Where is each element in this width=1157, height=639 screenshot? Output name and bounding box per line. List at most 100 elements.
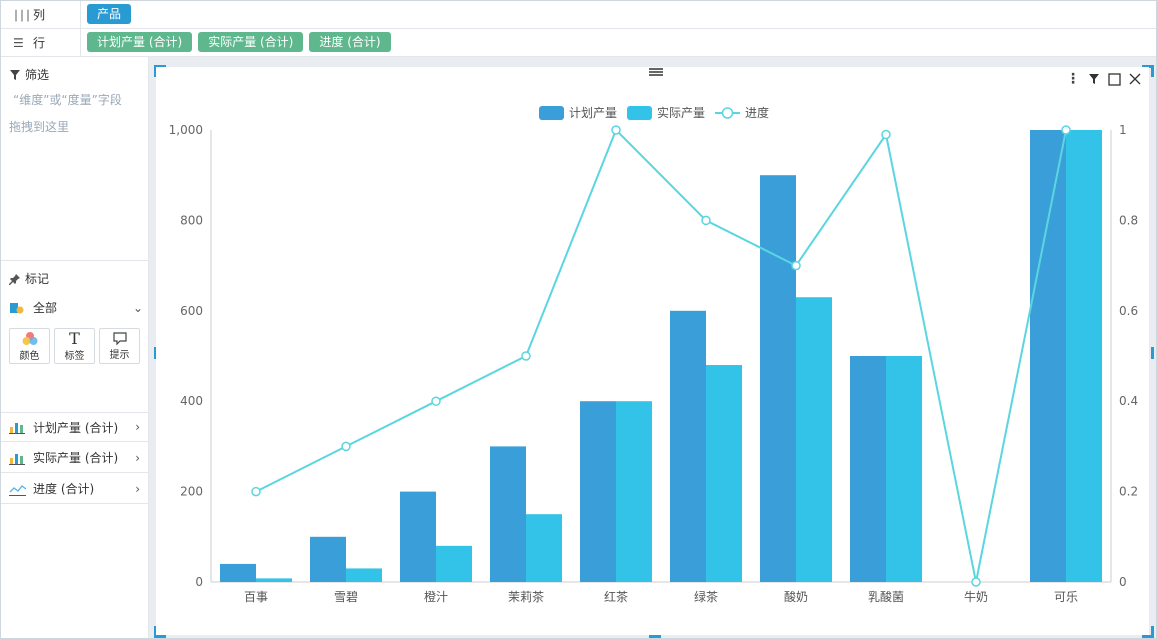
rows-shelf: ☰ 行 计划产量 (合计) 实际产量 (合计) 进度 (合计) <box>1 29 1156 57</box>
combo-chart: 0 200 400 600 800 1,000 0 0.2 0.4 0.6 0.8 1 百事 雪碧 橙汁 茉莉… <box>169 105 1138 604</box>
y-right-tick-label: 0 <box>1119 575 1127 589</box>
y-right-tick-label: 0.2 <box>1119 485 1138 499</box>
x-tick-label: 红茶 <box>604 589 628 604</box>
bar-planned <box>760 175 796 582</box>
filter-title: 筛选 <box>9 66 49 83</box>
x-tick-label: 牛奶 <box>964 589 988 604</box>
progress-point <box>881 129 891 140</box>
panel-divider <box>1 260 148 261</box>
close-icon[interactable] <box>1129 73 1141 85</box>
pill-planned-output[interactable]: 计划产量 (合计) <box>87 32 193 52</box>
marks-title-text: 标记 <box>25 272 50 286</box>
legend-label-progress: 进度 <box>745 105 769 120</box>
progress-point <box>611 125 621 135</box>
mark-field-actual[interactable]: 实际产量 (合计) › <box>1 443 148 473</box>
filter-icon <box>10 69 20 80</box>
bar-actual <box>1066 130 1102 582</box>
legend-label-planned: 计划产量 <box>569 106 617 120</box>
bar-actual <box>706 365 742 582</box>
resize-handle-right[interactable] <box>1151 347 1154 359</box>
y-left-tick-label: 400 <box>180 394 203 408</box>
pill-progress[interactable]: 进度 (合计) <box>309 32 391 52</box>
pill-actual-output[interactable]: 实际产量 (合计) <box>198 32 304 52</box>
bar-actual <box>796 297 832 582</box>
y-left-tick-label: 1,000 <box>169 123 203 137</box>
mark-field-progress-label: 进度 (合计) <box>33 482 95 496</box>
legend-label-actual: 实际产量 <box>657 105 705 120</box>
filter-icon[interactable] <box>1088 73 1100 85</box>
bar-planned <box>1030 130 1066 582</box>
progress-point <box>341 441 351 452</box>
y-left-tick-label: 200 <box>180 485 203 499</box>
bar-planned <box>850 356 886 582</box>
line-chart-icon <box>9 484 27 496</box>
y-left-tick-label: 0 <box>195 575 203 589</box>
shapes-icon <box>10 302 24 313</box>
progress-point <box>251 486 261 497</box>
filter-title-text: 筛选 <box>25 68 50 82</box>
progress-point <box>521 351 531 361</box>
x-tick-label: 茉莉茶 <box>508 589 544 604</box>
bar-chart-icon <box>9 453 25 465</box>
resize-handle-bottom[interactable] <box>649 635 661 638</box>
progress-point <box>971 577 981 587</box>
columns-icon: ∣∣∣ <box>13 7 31 22</box>
x-tick-label: 绿茶 <box>694 589 718 604</box>
x-tick-label: 乳酸菌 <box>868 589 904 604</box>
y-left-tick-label: 600 <box>180 304 203 318</box>
chevron-right-icon: › <box>135 450 140 465</box>
y-right-tick-label: 1 <box>1119 123 1127 137</box>
color-palette-icon <box>22 331 37 345</box>
mark-type-label: 全部 <box>33 301 58 315</box>
resize-corner-bl[interactable] <box>154 626 166 638</box>
resize-corner-br[interactable] <box>1142 626 1154 638</box>
tooltip-button[interactable]: 提示 <box>99 328 140 364</box>
bar-actual <box>346 568 382 582</box>
chart-canvas: ⋮ 0 200 400 600 800 1,000 0 0.2 0.4 0.6 0.8 1 百事 雪碧 橙汁… <box>149 57 1156 638</box>
x-tick-label: 百事 <box>244 590 268 604</box>
progress-point <box>1061 125 1071 135</box>
x-tick-label: 酸奶 <box>784 589 808 604</box>
mark-type-dropdown[interactable]: 全部 ⌄ <box>9 299 143 316</box>
resize-corner-tr[interactable] <box>1142 65 1154 77</box>
filter-hint-line1: “维度”或“度量”字段 <box>13 93 122 107</box>
bar-actual <box>256 578 292 582</box>
columns-pills: 产品 <box>87 4 132 24</box>
label-button[interactable]: T 标签 <box>54 328 95 364</box>
y-right-tick-label: 0.4 <box>1119 394 1138 408</box>
drag-handle-icon[interactable] <box>649 68 663 76</box>
bar-actual <box>526 514 562 582</box>
mark-field-progress[interactable]: 进度 (合计) › <box>1 474 148 504</box>
color-button[interactable]: 颜色 <box>9 328 50 364</box>
mark-field-planned-label: 计划产量 (合计) <box>33 420 119 435</box>
chart-toolbar: ⋮ <box>1066 71 1141 87</box>
x-tick-label: 橙汁 <box>424 589 448 604</box>
mark-field-planned[interactable]: 计划产量 (合计) › <box>1 412 148 442</box>
bar-planned <box>220 563 256 582</box>
color-button-label: 颜色 <box>19 350 40 362</box>
bar-actual <box>616 401 652 582</box>
resize-corner-tl[interactable] <box>154 65 166 77</box>
pill-product[interactable]: 产品 <box>87 4 132 24</box>
legend-swatch-actual <box>627 106 652 120</box>
progress-point <box>701 215 711 226</box>
columns-label-text: 列 <box>33 8 46 22</box>
marks-title: 标记 <box>9 270 49 287</box>
bar-actual <box>436 545 472 582</box>
chart-card: ⋮ 0 200 400 600 800 1,000 0 0.2 0.4 0.6 0.8 1 百事 雪碧 橙汁… <box>156 67 1149 635</box>
progress-line <box>255 128 1067 583</box>
chevron-right-icon: › <box>135 420 140 434</box>
more-vertical-icon[interactable]: ⋮ <box>1066 71 1080 87</box>
bar-planned <box>490 446 526 582</box>
mark-field-actual-label: 实际产量 (合计) <box>33 451 119 465</box>
filter-hint-line2: 拖拽到这里 <box>9 120 70 134</box>
x-tick-label: 雪碧 <box>334 590 358 604</box>
bar-planned <box>400 491 436 582</box>
columns-shelf: ∣∣∣ 列 产品 <box>1 1 1156 29</box>
bar-planned <box>580 401 616 582</box>
maximize-icon[interactable] <box>1108 72 1121 86</box>
x-tick-label: 可乐 <box>1054 590 1078 604</box>
rows-pills: 计划产量 (合计) 实际产量 (合计) 进度 (合计) <box>87 32 391 52</box>
resize-handle-left[interactable] <box>154 347 157 359</box>
legend-marker-progress <box>721 107 734 119</box>
